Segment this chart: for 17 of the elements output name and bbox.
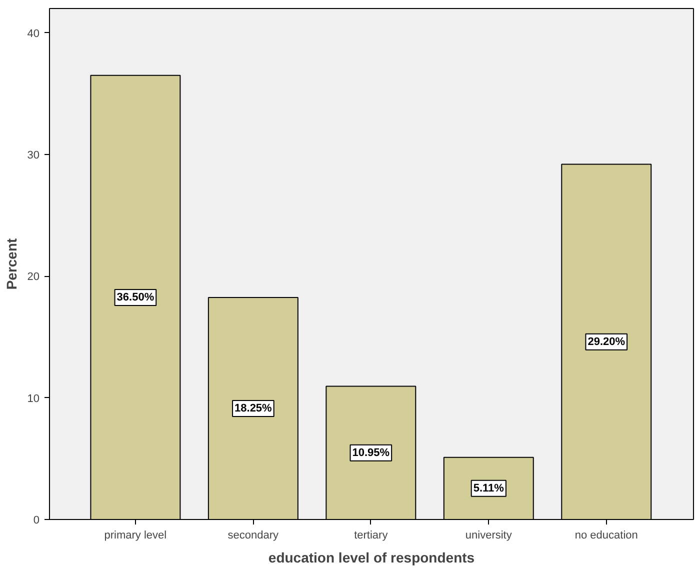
y-tick-label: 30 (27, 150, 40, 162)
x-tick-label: no education (574, 530, 638, 542)
x-tick-label: primary level (104, 530, 167, 542)
x-tick-label: university (465, 530, 512, 542)
y-tick-label: 20 (27, 271, 40, 284)
data-label: 18.25% (234, 402, 272, 414)
data-label: 5.11% (473, 482, 504, 494)
x-axis-title: education level of respondents (268, 550, 475, 566)
data-label: 36.50% (116, 291, 154, 304)
y-tick-label: 0 (33, 514, 40, 526)
data-label: 29.20% (588, 336, 626, 348)
x-tick-label: secondary (228, 530, 280, 542)
data-label: 10.95% (352, 446, 390, 459)
y-tick-label: 10 (27, 392, 40, 405)
y-axis-title: Percent (3, 238, 20, 290)
y-tick-label: 40 (27, 28, 40, 40)
x-tick-label: tertiary (354, 530, 388, 542)
